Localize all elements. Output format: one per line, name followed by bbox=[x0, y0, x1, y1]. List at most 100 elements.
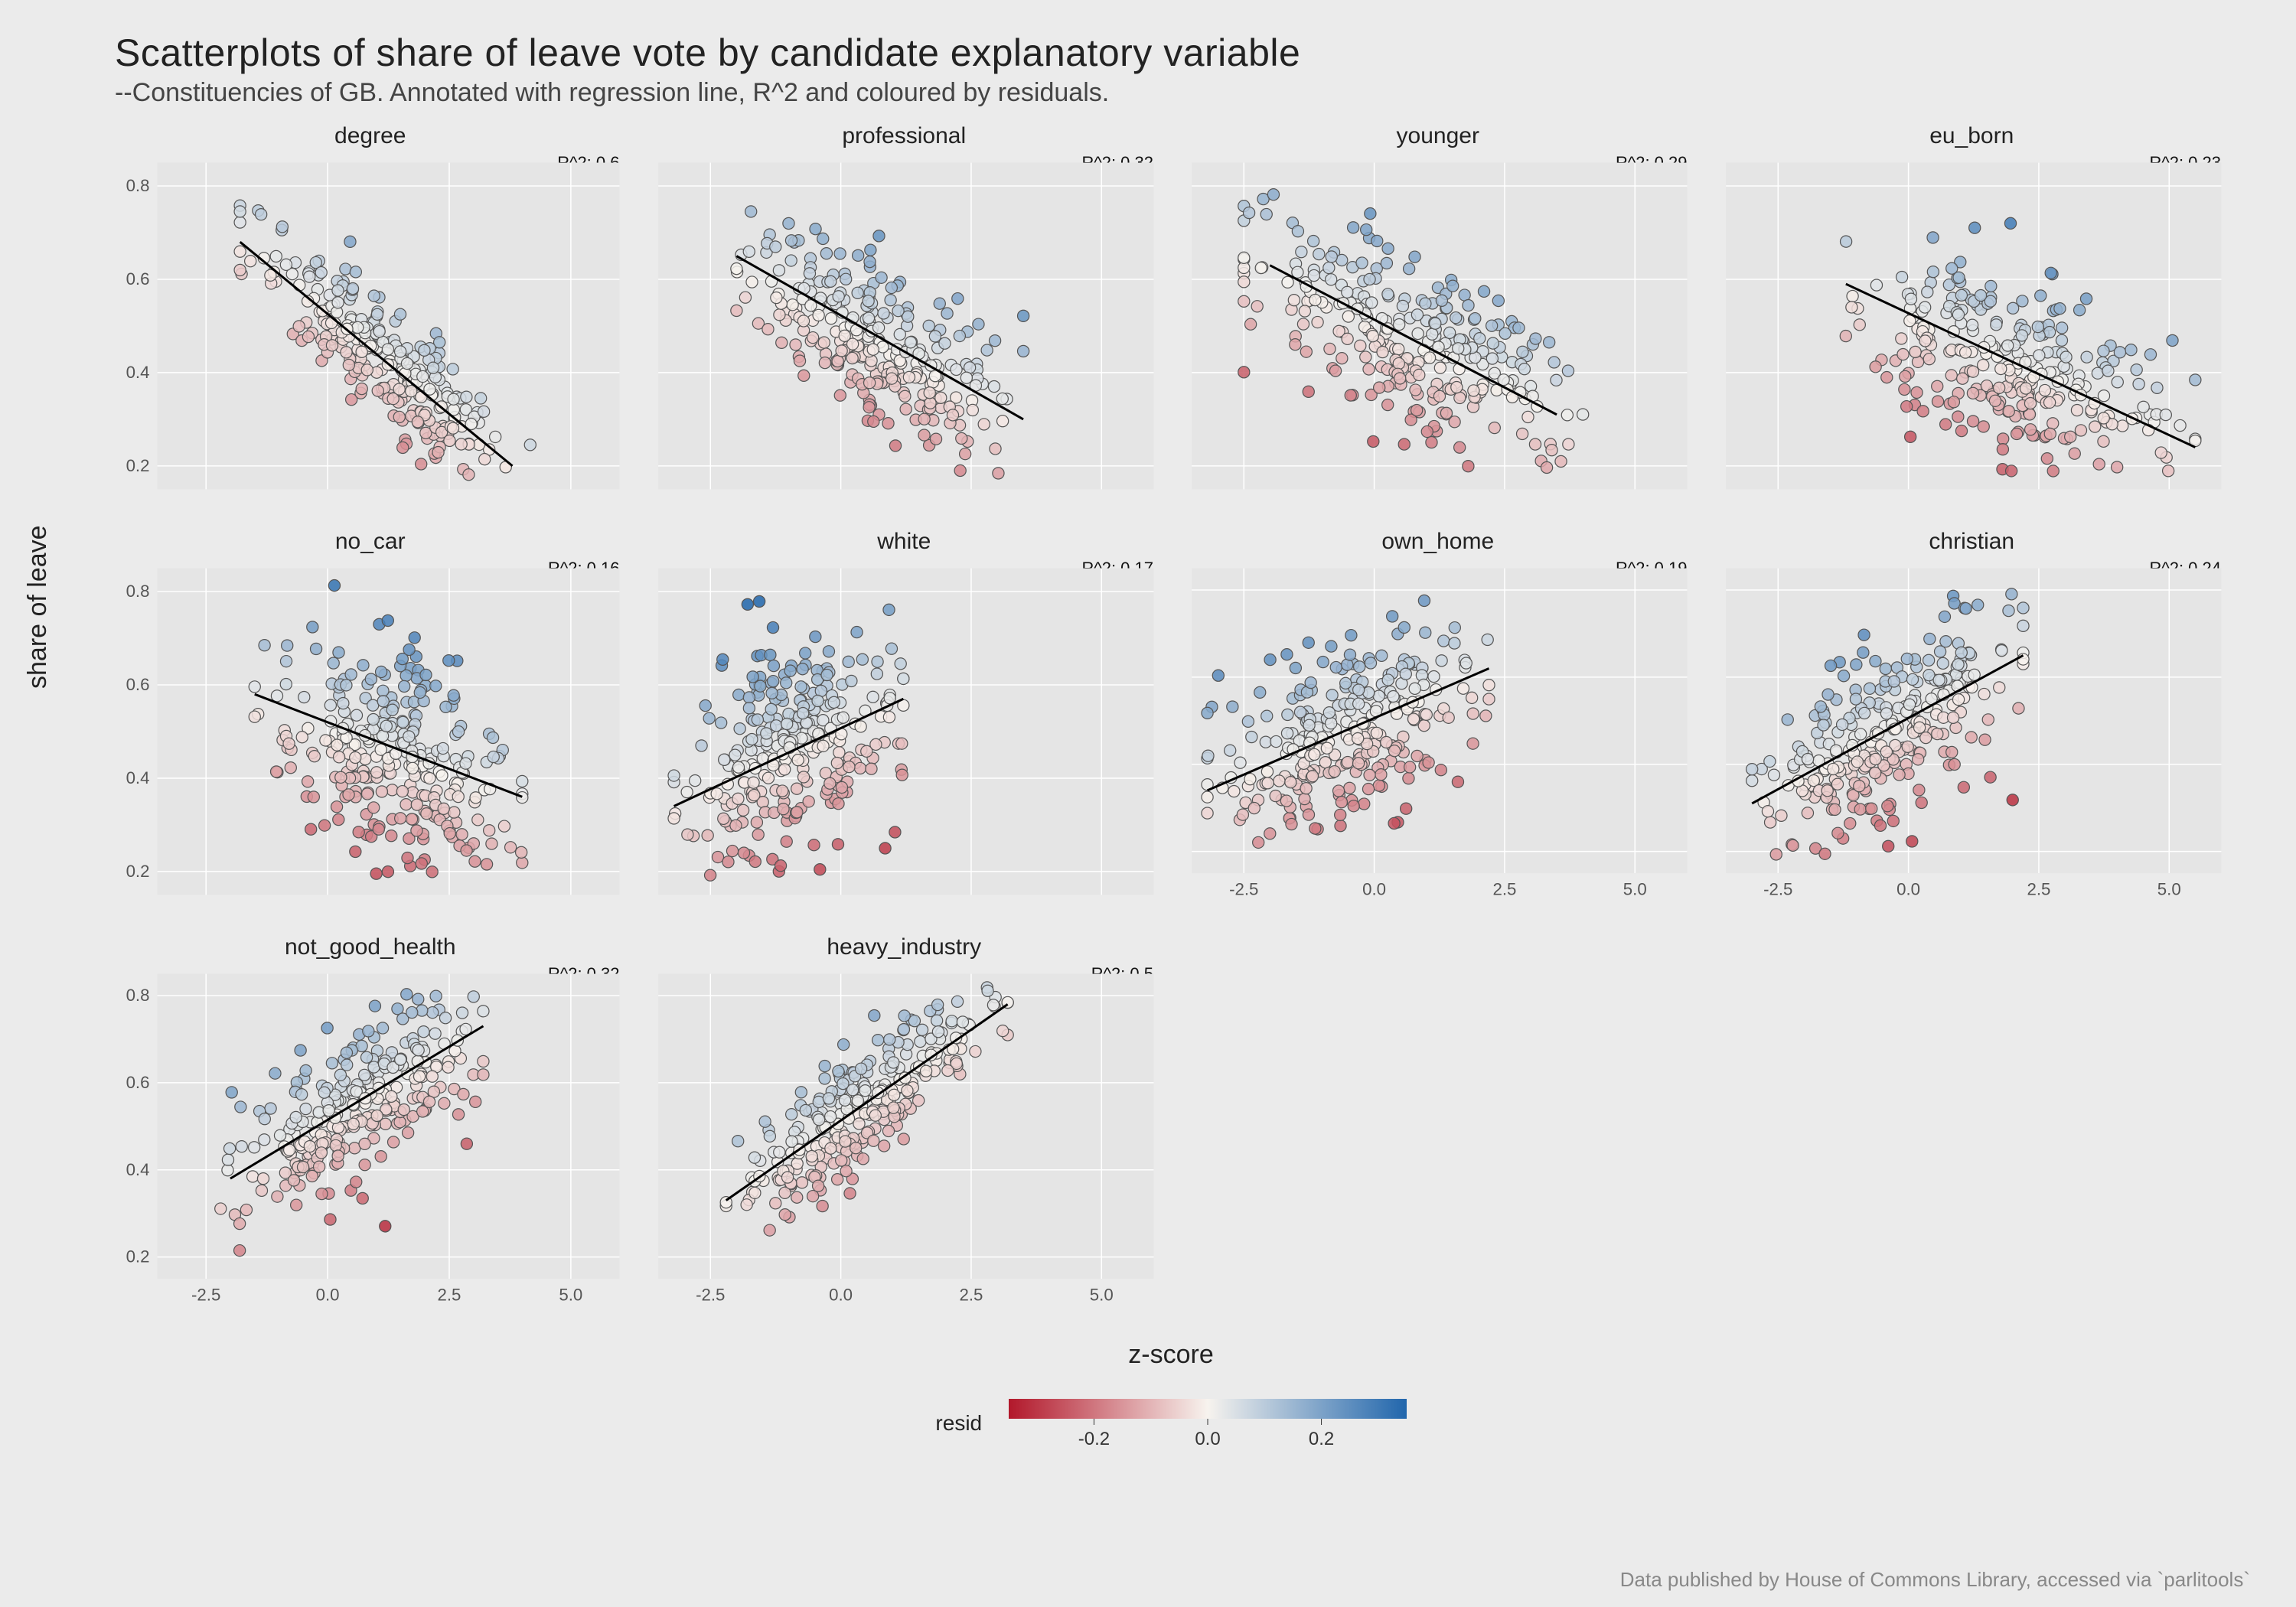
data-point bbox=[361, 788, 373, 800]
data-point bbox=[856, 654, 868, 665]
data-point bbox=[416, 458, 427, 470]
data-point bbox=[1420, 627, 1431, 638]
data-point bbox=[234, 206, 246, 217]
data-point bbox=[887, 1057, 899, 1068]
data-point bbox=[738, 847, 749, 859]
data-point bbox=[1420, 709, 1432, 720]
data-point bbox=[855, 1063, 866, 1074]
data-point bbox=[753, 595, 765, 607]
data-point bbox=[1017, 345, 1029, 357]
data-point bbox=[478, 406, 490, 417]
data-point bbox=[1912, 754, 1923, 765]
data-point bbox=[1967, 387, 1978, 399]
data-point bbox=[1308, 269, 1319, 281]
data-point bbox=[703, 712, 715, 724]
data-point bbox=[1353, 758, 1365, 769]
data-point bbox=[386, 784, 398, 796]
data-point bbox=[779, 1209, 791, 1221]
svg-text:-2.5: -2.5 bbox=[1229, 879, 1258, 898]
data-point bbox=[276, 221, 288, 233]
data-point bbox=[1245, 318, 1257, 330]
data-point bbox=[396, 786, 408, 797]
data-point bbox=[781, 836, 792, 847]
x-axis-label: z-score bbox=[115, 1340, 2227, 1370]
data-point bbox=[461, 1138, 472, 1149]
data-point bbox=[718, 754, 729, 765]
data-point bbox=[413, 1045, 424, 1056]
data-point bbox=[1281, 649, 1293, 660]
data-point bbox=[1469, 313, 1481, 324]
svg-text:-2.5: -2.5 bbox=[696, 1285, 725, 1304]
data-point bbox=[310, 643, 321, 654]
data-point bbox=[695, 740, 706, 751]
data-point bbox=[1483, 693, 1495, 705]
data-point bbox=[934, 392, 946, 403]
panel-plot bbox=[1717, 151, 2228, 506]
data-point bbox=[1294, 706, 1306, 718]
data-point bbox=[1971, 599, 1983, 611]
data-point bbox=[386, 1090, 397, 1102]
data-point bbox=[920, 1065, 931, 1077]
data-point bbox=[895, 658, 906, 670]
data-point bbox=[1212, 670, 1224, 681]
data-point bbox=[1917, 406, 1929, 417]
data-point bbox=[443, 655, 455, 667]
data-point bbox=[1290, 662, 1301, 673]
panel-plot: 0.20.40.60.8 bbox=[115, 556, 626, 911]
data-point bbox=[1365, 208, 1376, 220]
data-point bbox=[722, 856, 733, 868]
data-point bbox=[1238, 252, 1250, 263]
data-point bbox=[397, 442, 409, 453]
data-point bbox=[472, 814, 484, 826]
data-point bbox=[370, 868, 382, 879]
data-point bbox=[1418, 595, 1430, 606]
data-point bbox=[1939, 636, 1951, 647]
data-point bbox=[315, 266, 327, 278]
data-point bbox=[1555, 455, 1567, 467]
data-point bbox=[1870, 279, 1882, 291]
data-point bbox=[806, 1150, 817, 1162]
data-point bbox=[427, 1007, 439, 1019]
data-point bbox=[1467, 708, 1479, 719]
page-title: Scatterplots of share of leave vote by c… bbox=[115, 31, 2250, 75]
data-point bbox=[1544, 337, 1555, 348]
data-point bbox=[2092, 367, 2103, 379]
data-point bbox=[852, 287, 863, 298]
data-point bbox=[498, 820, 510, 832]
data-point bbox=[1426, 436, 1437, 448]
facet-panel: degreeR^2: 0.6coef: -1.220.20.40.60.8 bbox=[115, 123, 626, 506]
panel-plot: -2.50.02.55.0 bbox=[649, 962, 1160, 1317]
data-point bbox=[748, 1152, 760, 1163]
data-point bbox=[1387, 611, 1398, 622]
data-point bbox=[1261, 208, 1272, 220]
data-point bbox=[2081, 351, 2092, 363]
data-point bbox=[409, 632, 420, 644]
data-point bbox=[478, 1006, 489, 1017]
data-point bbox=[867, 344, 879, 355]
data-point bbox=[820, 248, 832, 259]
data-point bbox=[469, 856, 481, 867]
data-point bbox=[297, 1162, 308, 1173]
data-point bbox=[1932, 396, 1943, 407]
data-point bbox=[1393, 357, 1404, 369]
data-point bbox=[1285, 777, 1296, 788]
data-point bbox=[794, 681, 806, 693]
data-point bbox=[1427, 328, 1438, 340]
data-point bbox=[2041, 453, 2053, 464]
data-point bbox=[1948, 396, 1959, 408]
data-point bbox=[1404, 761, 1416, 773]
data-point bbox=[296, 1089, 308, 1100]
data-point bbox=[2001, 340, 2013, 351]
data-point bbox=[929, 331, 941, 342]
data-point bbox=[885, 282, 897, 293]
data-point bbox=[1854, 729, 1866, 740]
data-point bbox=[1945, 370, 1957, 381]
data-point bbox=[326, 340, 338, 351]
data-point bbox=[1831, 778, 1843, 790]
data-point bbox=[1397, 300, 1408, 311]
data-point bbox=[1344, 649, 1355, 660]
data-point bbox=[1353, 698, 1365, 709]
data-point bbox=[1375, 769, 1387, 781]
data-point bbox=[812, 1180, 823, 1191]
data-point bbox=[854, 762, 866, 774]
